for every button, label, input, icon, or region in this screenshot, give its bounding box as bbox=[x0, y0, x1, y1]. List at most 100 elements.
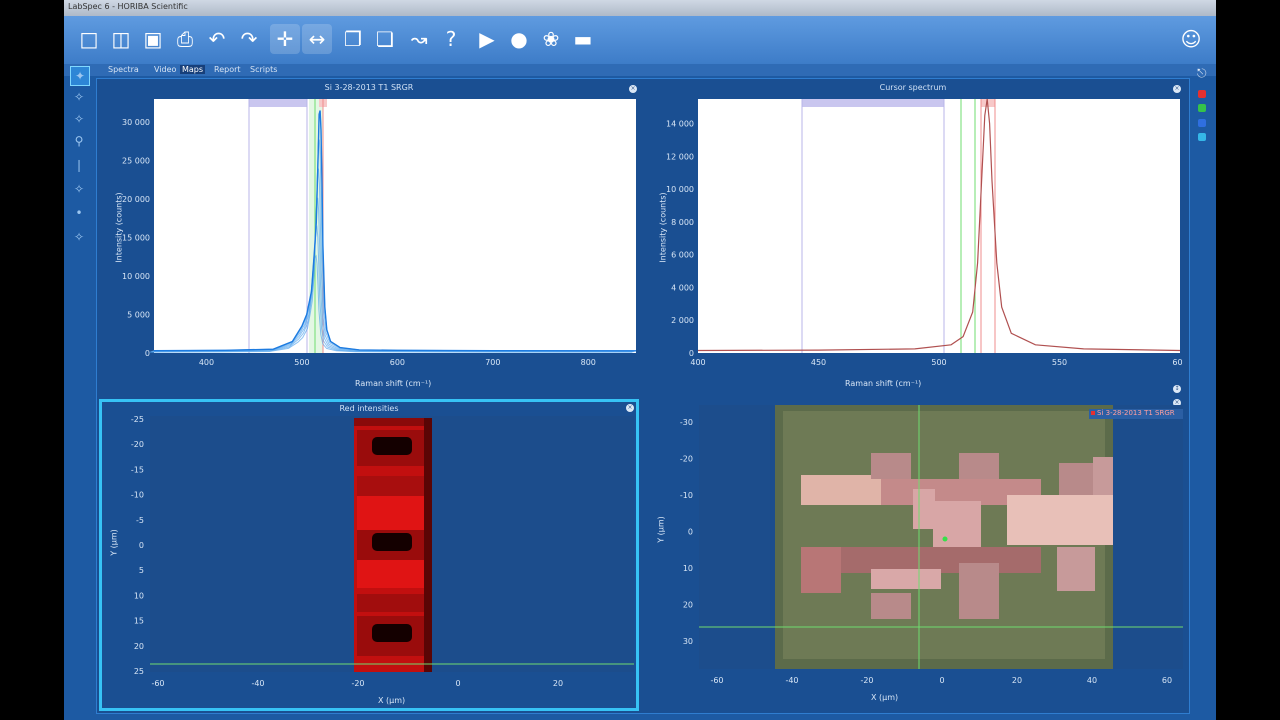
map-ylabel: Y (µm) bbox=[109, 529, 119, 556]
cursor-xtick: 500 bbox=[931, 358, 946, 367]
point-icon[interactable]: • bbox=[75, 206, 83, 220]
zoom-icon[interactable]: ✧ bbox=[73, 90, 85, 104]
pointer-icon[interactable]: ✦ bbox=[70, 66, 90, 86]
cursor-xtick: 450 bbox=[811, 358, 826, 367]
cursor-xlabel: Raman shift (cm⁻¹) bbox=[845, 379, 922, 388]
blue-channel-icon[interactable] bbox=[1198, 119, 1206, 127]
cursor-ytick: 6 000 bbox=[671, 251, 694, 260]
view-tabs: Spectra Video Maps Report Scripts bbox=[64, 64, 1216, 76]
cursor-icon[interactable]: ❘ bbox=[73, 158, 85, 172]
line-icon[interactable]: ✧ bbox=[73, 182, 85, 196]
map-chart[interactable]: -60 -40 -20 0 20 -25 -20 -15 -10 -5 0 5 10 15 20 25 bbox=[102, 402, 636, 708]
red-channel-icon[interactable] bbox=[1198, 90, 1206, 98]
color-channel-toolbar: ⎋ bbox=[1192, 64, 1212, 154]
tab-maps[interactable]: Maps bbox=[180, 65, 206, 74]
video-ytick: 10 bbox=[683, 564, 693, 573]
thermometer-icon[interactable]: ⎋ bbox=[1197, 66, 1207, 80]
new-file-icon[interactable]: □ bbox=[79, 27, 99, 51]
map-ytick: 20 bbox=[134, 642, 144, 651]
map-xtick: -20 bbox=[351, 679, 364, 688]
spectrum-xtick: 600 bbox=[390, 358, 405, 367]
redo-icon[interactable]: ↷ bbox=[240, 27, 258, 51]
legend-marker bbox=[1091, 411, 1095, 415]
video-ytick: 30 bbox=[683, 637, 693, 646]
video-ytick: -10 bbox=[680, 491, 693, 500]
map-ytick: -10 bbox=[131, 491, 144, 500]
pan-icon[interactable]: ✧ bbox=[73, 112, 85, 126]
close-icon[interactable]: × bbox=[629, 85, 637, 93]
map-ytick: 10 bbox=[134, 591, 144, 600]
save-icon[interactable]: ▣ bbox=[143, 27, 163, 51]
magnify-icon[interactable]: ⚲ bbox=[74, 134, 84, 148]
spectrum-ytick: 0 bbox=[145, 349, 150, 358]
tab-video[interactable]: Video bbox=[154, 65, 177, 74]
map-xtick: 0 bbox=[455, 679, 460, 688]
tab-report[interactable]: Report bbox=[214, 65, 241, 74]
map-ytick: 15 bbox=[134, 617, 144, 626]
video-xtick: -20 bbox=[860, 676, 873, 685]
map-ytick: -15 bbox=[131, 465, 144, 474]
video-xtick: 60 bbox=[1162, 676, 1172, 685]
video-chart[interactable]: -60 -40 -20 0 20 40 60 -30 -20 -10 0 10 20 30 bbox=[643, 399, 1183, 705]
span-cursor-icon[interactable]: ↔ bbox=[302, 24, 332, 54]
help-icon[interactable]: ? bbox=[445, 27, 457, 51]
calibrate-icon[interactable]: ↝ bbox=[410, 27, 428, 51]
spectrum-xtick: 500 bbox=[294, 358, 309, 367]
spectrum-chart[interactable]: 400 500 600 700 800 0 5 000 10 000 15 000 20 000 2… bbox=[99, 85, 639, 393]
play-icon[interactable]: ▶ bbox=[479, 27, 495, 51]
spectrum-overlay-line bbox=[149, 254, 632, 353]
video-xlabel: X (µm) bbox=[871, 693, 899, 702]
spectrum-series-line bbox=[153, 110, 637, 352]
main-toolbar: □ ◫ ▣ ⎙ ↶ ↷ ✛ ↔ ❐ ❏ ↝ ? ▶ ● ❀ ▬ ☺ bbox=[64, 16, 1216, 64]
video-image-panel: × ↕ bbox=[643, 385, 1183, 711]
green-channel-icon[interactable] bbox=[1198, 104, 1206, 112]
record-icon[interactable]: ● bbox=[510, 27, 528, 51]
spectrum-ytick: 5 000 bbox=[127, 311, 150, 320]
cursor-crosshair-icon[interactable]: ✛ bbox=[270, 24, 300, 54]
user-icon[interactable]: ☺ bbox=[1180, 27, 1202, 51]
paste-icon[interactable]: ❏ bbox=[376, 27, 394, 51]
spectrum-ytick: 20 000 bbox=[122, 195, 150, 204]
cursor-title: Cursor spectrum bbox=[879, 83, 947, 92]
side-toolbar: ✦ ✧ ✧ ⚲ ❘ ✧ • ✧ bbox=[68, 64, 92, 264]
spectrum-xtick: 700 bbox=[485, 358, 500, 367]
video-ytick: -30 bbox=[680, 418, 693, 427]
map-ytick: -5 bbox=[136, 516, 144, 525]
cursor-ytick: 12 000 bbox=[666, 152, 694, 161]
video-xtick: 40 bbox=[1087, 676, 1097, 685]
spectrum-ytick: 10 000 bbox=[122, 272, 150, 281]
cursor-chart[interactable]: 400 450 500 550 600 0 2 000 4 000 6 000 8 000 10 0… bbox=[643, 85, 1183, 393]
spectrum-ylabel: Intensity (counts) bbox=[114, 192, 124, 263]
tab-spectra[interactable]: Spectra bbox=[108, 65, 139, 74]
cursor-ytick: 4 000 bbox=[671, 283, 694, 292]
video-ytick: 20 bbox=[683, 601, 693, 610]
close-icon[interactable]: × bbox=[1173, 399, 1181, 407]
cursor-ytick: 14 000 bbox=[666, 120, 694, 129]
spectrum-xlabel: Raman shift (cm⁻¹) bbox=[355, 379, 432, 388]
spectrum-ytick: 15 000 bbox=[122, 234, 150, 243]
map-xlabel: X (µm) bbox=[378, 696, 406, 705]
camera-icon[interactable]: ▬ bbox=[573, 27, 593, 51]
red-intensities-map-panel[interactable]: Red intensities × -60 -40 -20 0 20 -25 -20 -15-… bbox=[99, 399, 639, 711]
spectrum-title: Si 3-28-2013 T1 SRGR bbox=[324, 83, 414, 92]
map-ytick: 5 bbox=[139, 566, 144, 575]
cursor-ylabel: Intensity (counts) bbox=[658, 192, 668, 263]
region-icon[interactable]: ✧ bbox=[73, 230, 85, 244]
spectrum-xtick: 800 bbox=[581, 358, 596, 367]
undo-icon[interactable]: ↶ bbox=[208, 27, 226, 51]
close-icon[interactable]: × bbox=[626, 404, 634, 412]
copy-icon[interactable]: ❐ bbox=[344, 27, 362, 51]
spectrum-ytick: 25 000 bbox=[122, 157, 150, 166]
close-icon[interactable]: × bbox=[1173, 85, 1181, 93]
map-ytick: 25 bbox=[134, 667, 144, 676]
app-window: LabSpec 6 - HORIBA Scientific □ ◫ ▣ ⎙ ↶ … bbox=[64, 0, 1216, 720]
cyan-channel-icon[interactable] bbox=[1198, 133, 1206, 141]
settings-acquire-icon[interactable]: ❀ bbox=[542, 27, 560, 51]
video-xtick: -40 bbox=[785, 676, 798, 685]
print-icon[interactable]: ⎙ bbox=[177, 27, 193, 51]
video-ytick: 0 bbox=[688, 528, 693, 537]
tab-scripts[interactable]: Scripts bbox=[250, 65, 278, 74]
open-file-icon[interactable]: ◫ bbox=[111, 27, 131, 51]
cursor-xtick: 400 bbox=[690, 358, 705, 367]
expand-icon[interactable]: ↕ bbox=[1173, 385, 1181, 393]
